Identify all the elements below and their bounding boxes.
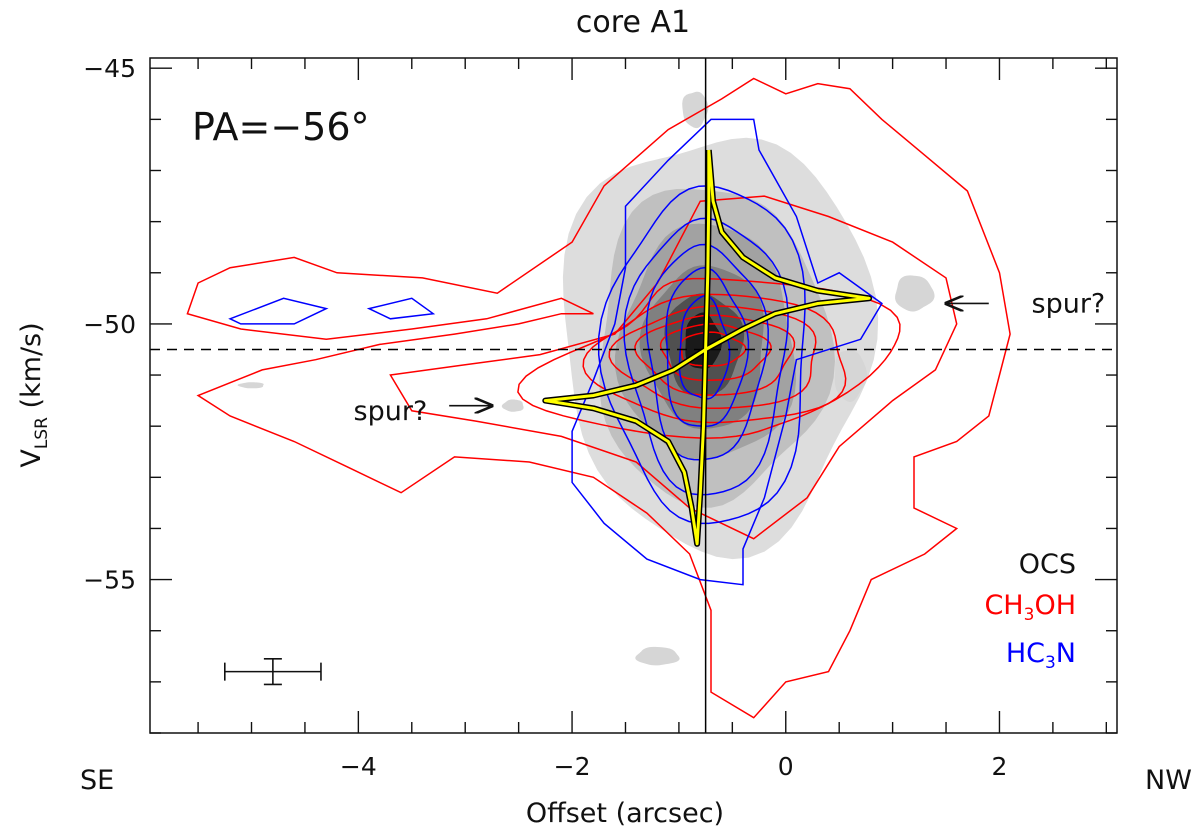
hc3n-contours (228, 118, 883, 586)
ocs-blob (682, 91, 709, 129)
plot-area (150, 58, 1117, 733)
legend-ocs: OCS (1019, 549, 1076, 580)
y-tick-label: −50 (83, 310, 136, 339)
axis-tick-labels: −4 −2 0 2 −55 −50 −45 (83, 54, 1007, 781)
hc3n-contour (645, 243, 769, 461)
ocs-blob (501, 399, 524, 412)
position-angle-label: PA=−56° (192, 105, 370, 149)
y-axis-label-base: V (16, 449, 47, 468)
model-curve (542, 149, 873, 547)
spur-label: spur? (354, 396, 428, 427)
spur-annotations: spur? spur? (354, 288, 1106, 426)
hc3n-contour (228, 297, 329, 325)
y-axis-label-sub: LSR (32, 417, 52, 449)
hc3n-contour (623, 217, 789, 496)
y-tick-label: −45 (83, 54, 136, 83)
ocs-blob (895, 275, 935, 312)
x-tick-label: −2 (554, 752, 591, 781)
x-tick-label: −4 (340, 752, 377, 781)
ocs-contours (237, 91, 935, 666)
plot-frame (149, 57, 1118, 734)
x-tick-label: 2 (992, 752, 1008, 781)
axis-ticks (150, 58, 1117, 734)
ocs-blob (635, 646, 680, 666)
model-curve-line (543, 149, 871, 546)
direction-label-nw: NW (1145, 765, 1192, 796)
x-axis-label: Offset (arcsec) (526, 798, 724, 829)
ch3oh-contour (186, 77, 1011, 719)
y-tick-label: −55 (83, 566, 136, 595)
chart-title: core A1 (576, 5, 690, 40)
y-axis-label: VLSR (km/s) (16, 322, 52, 467)
x-tick-label: 0 (778, 752, 794, 781)
hc3n-contour (366, 297, 436, 320)
spur-label: spur? (1032, 288, 1106, 319)
y-axis-label-unit: (km/s) (16, 322, 47, 417)
ch3oh-contour (608, 305, 817, 410)
direction-label-se: SE (80, 765, 114, 796)
error-bar (223, 658, 322, 686)
ocs-blob (237, 382, 264, 389)
ch3oh-contour (389, 195, 958, 540)
legend-hc3n: HC3N (1006, 638, 1076, 673)
hc3n-contour (571, 118, 883, 586)
hc3n-contour (597, 185, 806, 525)
legend: OCS CH3OH HC3N (984, 549, 1076, 673)
legend-ch3oh: CH3OH (984, 590, 1076, 625)
